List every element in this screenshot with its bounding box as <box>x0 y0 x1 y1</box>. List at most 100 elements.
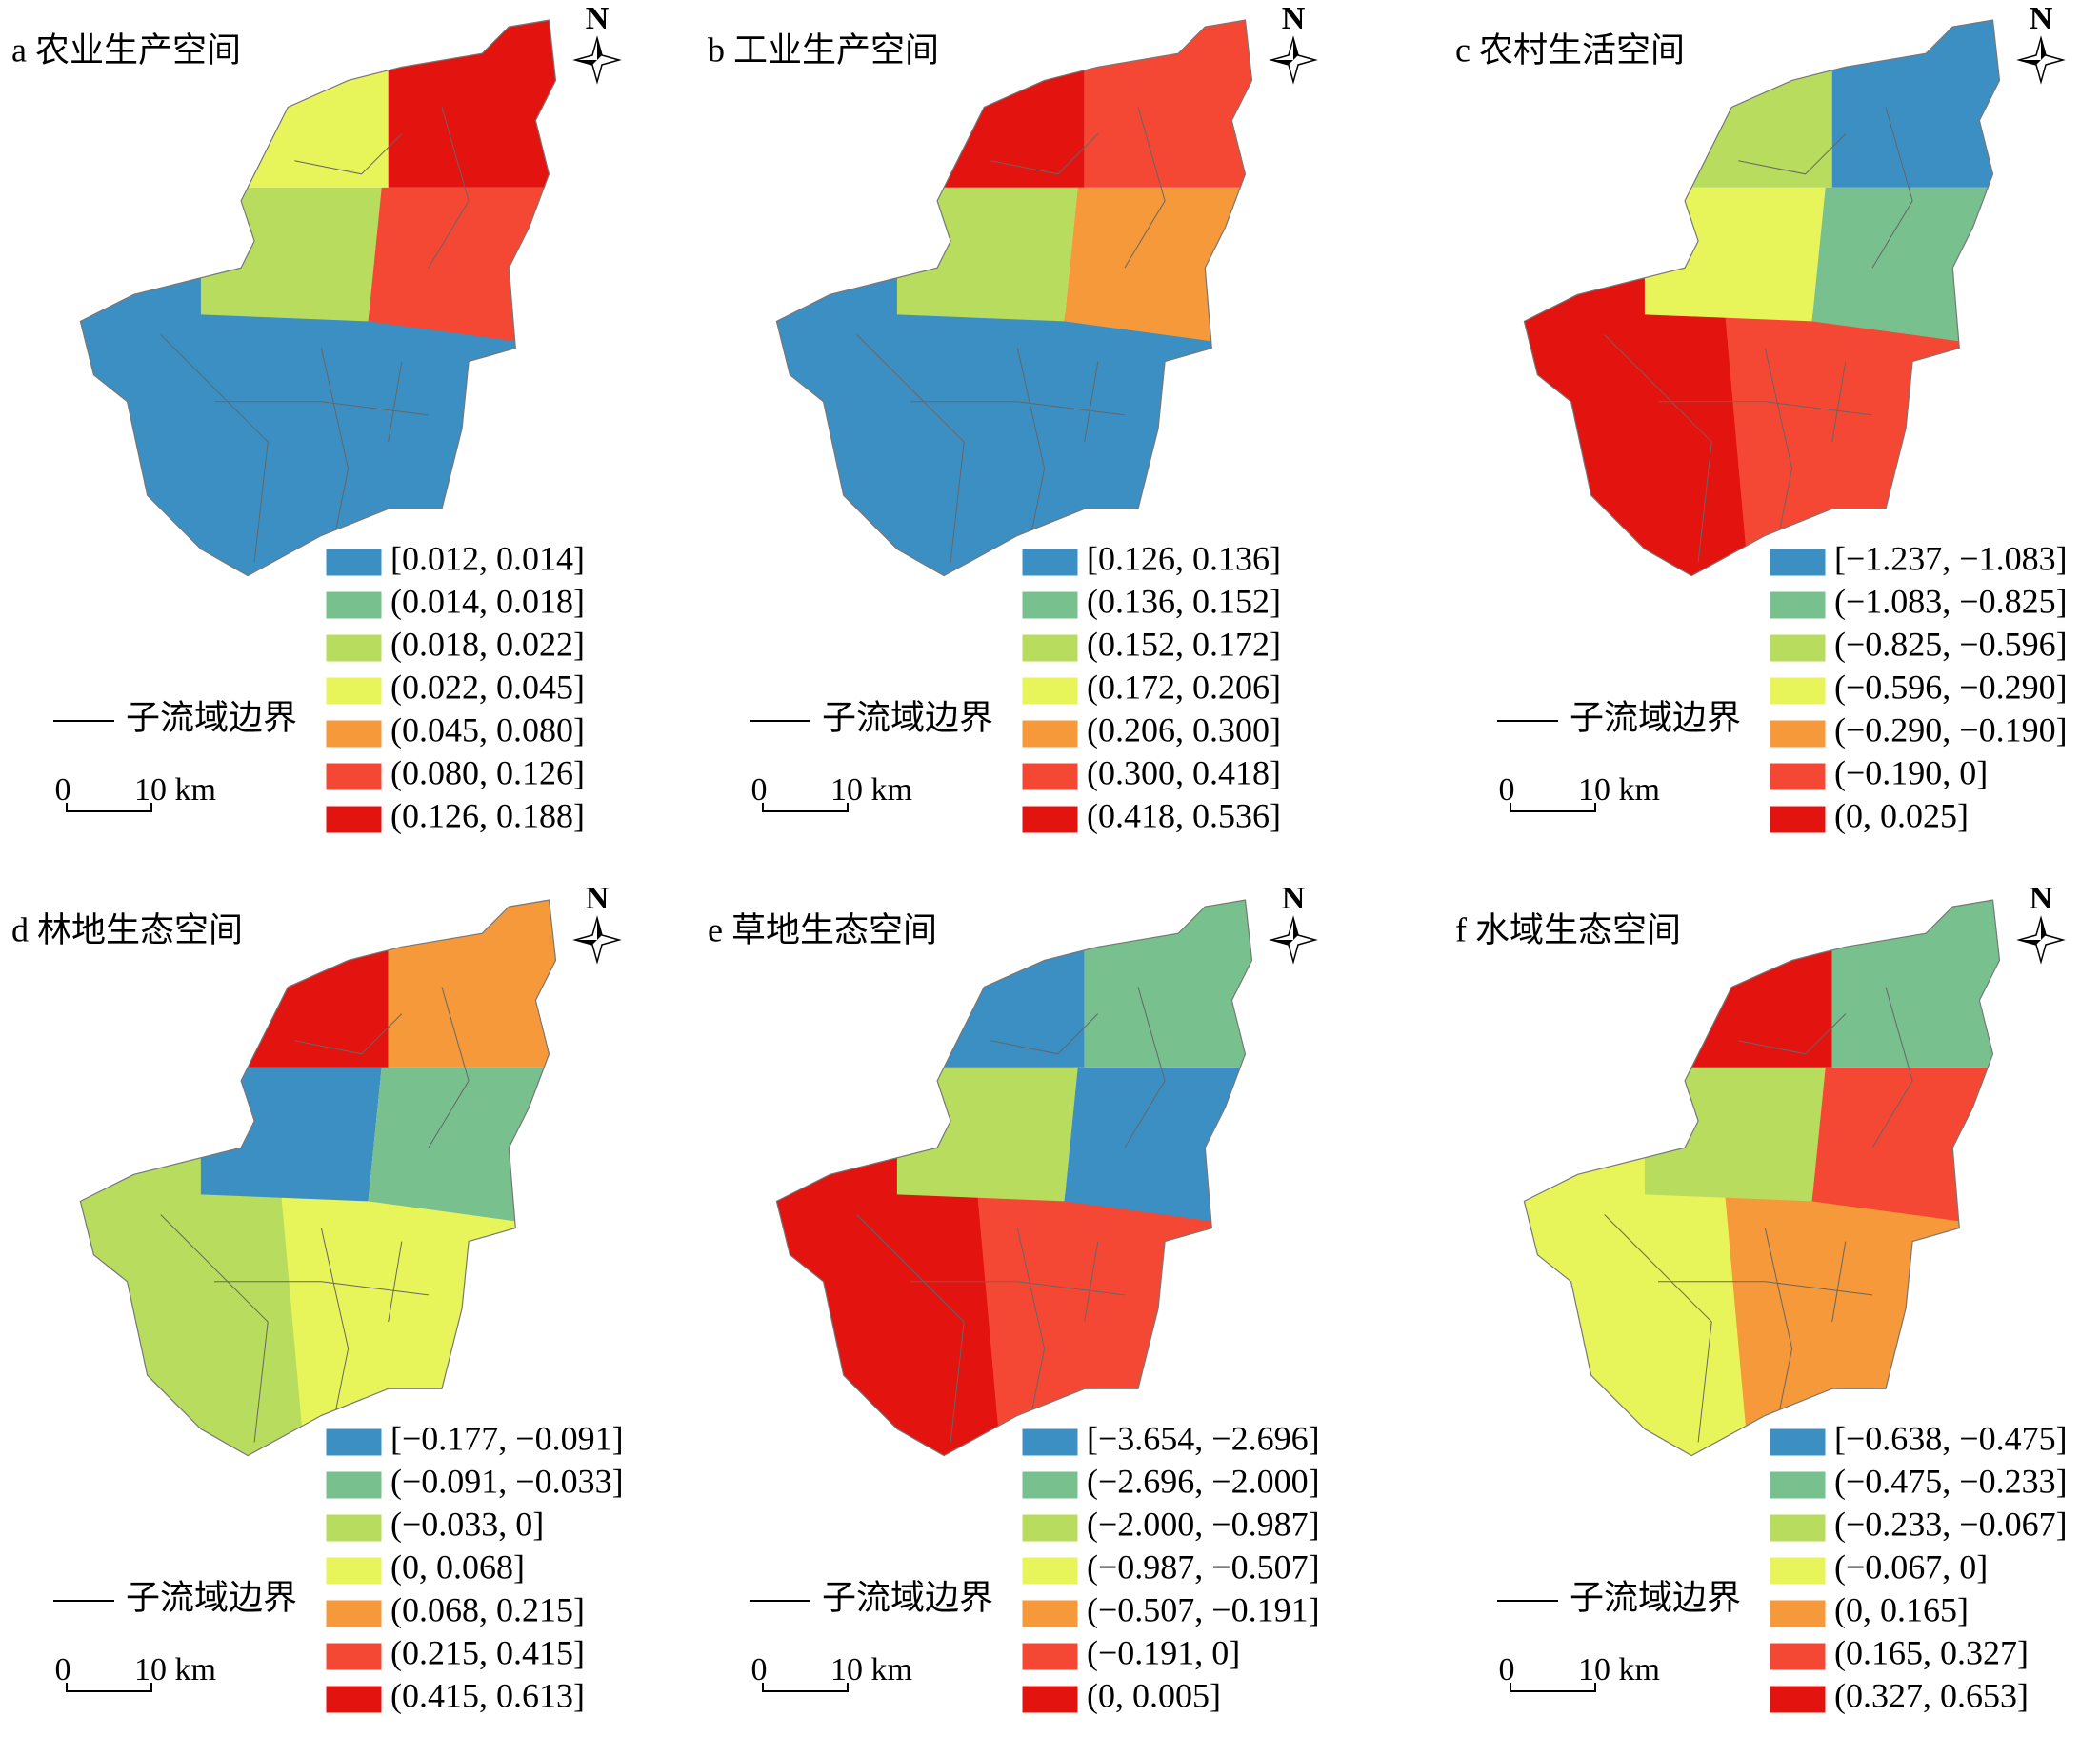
legend-label: (0.300, 0.418] <box>1087 753 1281 791</box>
basin-outline <box>775 899 1253 1457</box>
legend-label: (−0.233, −0.067] <box>1834 1505 2068 1543</box>
legend-label: (0.215, 0.415] <box>390 1633 585 1671</box>
subbasin-boundary <box>294 133 403 175</box>
legend-label: (0, 0.005] <box>1087 1676 1221 1714</box>
subbasin-boundary <box>214 401 429 416</box>
map-region <box>80 268 309 576</box>
legend-swatch <box>1769 1513 1827 1543</box>
legend-swatch <box>1769 762 1827 791</box>
legend-label: [−3.654, −2.696] <box>1087 1419 1320 1457</box>
legend-swatch <box>1769 1428 1827 1457</box>
legend-label: (−0.033, 0] <box>390 1505 544 1543</box>
map-region <box>1630 20 1832 188</box>
subbasin-boundary <box>856 1214 965 1443</box>
legend-label: (−0.191, 0] <box>1087 1633 1240 1671</box>
legend-label: (0.327, 0.653] <box>1834 1676 2029 1714</box>
legend-swatch <box>1769 590 1827 620</box>
legend-label: (−0.190, 0] <box>1834 753 1988 791</box>
panel: f 水域生态空间 N [−0.638, −0.475] (−0.475, −0.233… <box>1455 881 2068 1714</box>
subbasin-boundary <box>910 1281 1125 1296</box>
scale-bar <box>762 803 849 812</box>
scale-zero: 0 <box>55 1652 71 1687</box>
panel: b 工业生产空间 N [0.126, 0.136] (0.136, 0.152] (0.… <box>708 1 1318 834</box>
scale-bar <box>1510 1683 1596 1692</box>
legend-label: (−0.475, −0.233] <box>1834 1462 2068 1500</box>
subbasin-boundary <box>1604 1214 1712 1443</box>
scale-label: 10 km <box>830 772 912 808</box>
legend-label: (−0.825, −0.596] <box>1834 625 2068 663</box>
subbasin-boundary <box>428 107 470 269</box>
north-label: N <box>1282 1 1306 36</box>
scale-bar <box>1510 803 1596 812</box>
legend-swatch <box>325 1599 383 1628</box>
scale-zero: 0 <box>751 1652 768 1687</box>
scale-label: 10 km <box>1578 1652 1660 1687</box>
legend-label: (0, 0.068] <box>390 1547 525 1586</box>
subbasin-boundary <box>388 1241 403 1323</box>
legend-label: (0, 0.025] <box>1834 796 1969 834</box>
map <box>1524 900 2000 1456</box>
legend-label: [−0.177, −0.091] <box>390 1419 624 1457</box>
north-label: N <box>1282 881 1306 916</box>
legend-label: (0.045, 0.080] <box>390 710 585 749</box>
subbasin-boundary <box>388 361 403 443</box>
map-region <box>388 900 556 1068</box>
basin-outline <box>1523 899 2001 1457</box>
subbasin-boundary <box>160 334 269 563</box>
legend-label: (0.152, 0.172] <box>1087 625 1281 663</box>
map-region <box>1084 900 1252 1068</box>
map <box>776 20 1252 576</box>
basin-outline <box>775 19 1253 577</box>
boundary-label: 子流域边界 <box>1570 698 1741 736</box>
boundary-label: 子流域边界 <box>1570 1578 1741 1616</box>
legend-label: (0.165, 0.327] <box>1834 1633 2029 1671</box>
map-region <box>883 20 1085 188</box>
map <box>1524 20 2000 576</box>
legend-swatch <box>1021 548 1079 577</box>
map-region <box>200 187 382 322</box>
legend-swatch <box>325 633 383 663</box>
legend-swatch <box>325 1513 383 1543</box>
legend-label: (−2.696, −2.000] <box>1087 1462 1320 1500</box>
legend-label: (0.018, 0.022] <box>390 625 585 663</box>
legend-label: (0.172, 0.206] <box>1087 668 1281 706</box>
legend-label: (0.126, 0.188] <box>390 796 585 834</box>
boundary-label: 子流域边界 <box>126 1578 297 1616</box>
map-region <box>896 187 1078 322</box>
legend-label: (0.022, 0.045] <box>390 668 585 706</box>
subbasin-boundary <box>990 1013 1099 1055</box>
legend-swatch <box>1021 1428 1079 1457</box>
legend-label: (−0.091, −0.033] <box>390 1462 624 1500</box>
subbasin-boundary <box>1871 107 1913 269</box>
panel-title: a 农业生产空间 <box>11 30 241 69</box>
legend-swatch <box>1021 719 1079 749</box>
subbasin-boundary <box>1658 1281 1872 1296</box>
legend-label: (0.014, 0.018] <box>390 582 585 620</box>
north-label: N <box>2030 1 2053 36</box>
subbasin-boundary <box>910 401 1125 416</box>
map-region <box>883 900 1085 1068</box>
scale-bar <box>66 803 152 812</box>
legend-swatch <box>1021 676 1079 706</box>
scale-bar <box>762 1683 849 1692</box>
legend-swatch <box>325 762 383 791</box>
legend-label: (−1.083, −0.825] <box>1834 582 2068 620</box>
legend-label: (−0.290, −0.190] <box>1834 710 2068 749</box>
subbasin-boundary <box>1084 1241 1099 1323</box>
legend-swatch <box>1769 805 1827 834</box>
legend-swatch <box>1021 1599 1079 1628</box>
legend-swatch <box>1769 719 1827 749</box>
legend-swatch <box>1769 676 1827 706</box>
legend-swatch <box>325 548 383 577</box>
subbasin-boundary <box>1831 361 1847 443</box>
panel-title: c 农村生活空间 <box>1455 30 1685 69</box>
panel: a 农业生产空间 N [0.012, 0.014] (0.014, 0.018] (0.… <box>11 1 622 834</box>
legend-label: (−0.987, −0.507] <box>1087 1547 1320 1586</box>
legend-label: [0.012, 0.014] <box>390 539 585 577</box>
map-region <box>1630 900 1832 1068</box>
legend-label: (0.080, 0.126] <box>390 753 585 791</box>
subbasin-boundary <box>990 133 1099 175</box>
subbasin-boundary <box>1738 133 1847 175</box>
legend-swatch <box>1021 1685 1079 1714</box>
